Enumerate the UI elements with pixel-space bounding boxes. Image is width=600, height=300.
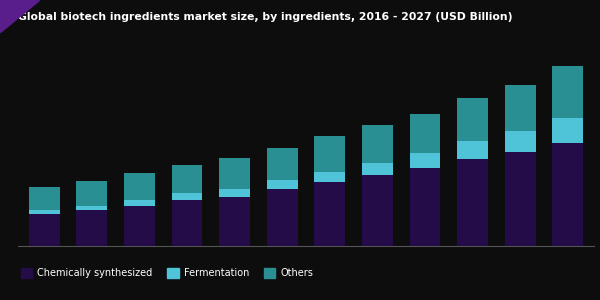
Bar bbox=[219, 189, 250, 196]
Bar bbox=[410, 168, 440, 246]
Bar bbox=[219, 196, 250, 246]
Polygon shape bbox=[0, 0, 39, 32]
Bar bbox=[76, 210, 107, 246]
Bar bbox=[124, 200, 155, 206]
Bar bbox=[172, 194, 202, 200]
Legend: Chemically synthesized, Fermentation, Others: Chemically synthesized, Fermentation, Ot… bbox=[17, 264, 317, 282]
Bar bbox=[314, 182, 345, 246]
Bar bbox=[362, 163, 393, 175]
Bar bbox=[76, 181, 107, 206]
Bar bbox=[314, 136, 345, 172]
Bar bbox=[219, 158, 250, 189]
Bar bbox=[410, 114, 440, 153]
Bar bbox=[29, 187, 59, 210]
Bar bbox=[362, 125, 393, 163]
Bar bbox=[29, 214, 59, 246]
Bar bbox=[314, 172, 345, 182]
Bar bbox=[172, 165, 202, 194]
Bar bbox=[267, 189, 298, 246]
Bar bbox=[457, 141, 488, 159]
Bar bbox=[362, 175, 393, 246]
Bar bbox=[124, 173, 155, 200]
Bar bbox=[410, 153, 440, 168]
Bar bbox=[457, 159, 488, 246]
Bar bbox=[505, 152, 536, 246]
Bar bbox=[505, 131, 536, 152]
Bar bbox=[267, 148, 298, 180]
Bar bbox=[553, 118, 583, 142]
Text: Global biotech ingredients market size, by ingredients, 2016 - 2027 (USD Billion: Global biotech ingredients market size, … bbox=[18, 12, 512, 22]
Bar bbox=[124, 206, 155, 246]
Bar bbox=[505, 85, 536, 131]
Bar bbox=[553, 142, 583, 246]
Bar bbox=[172, 200, 202, 246]
Bar bbox=[457, 98, 488, 141]
Bar bbox=[267, 180, 298, 189]
Bar bbox=[76, 206, 107, 210]
Bar bbox=[553, 66, 583, 118]
Bar bbox=[29, 210, 59, 214]
